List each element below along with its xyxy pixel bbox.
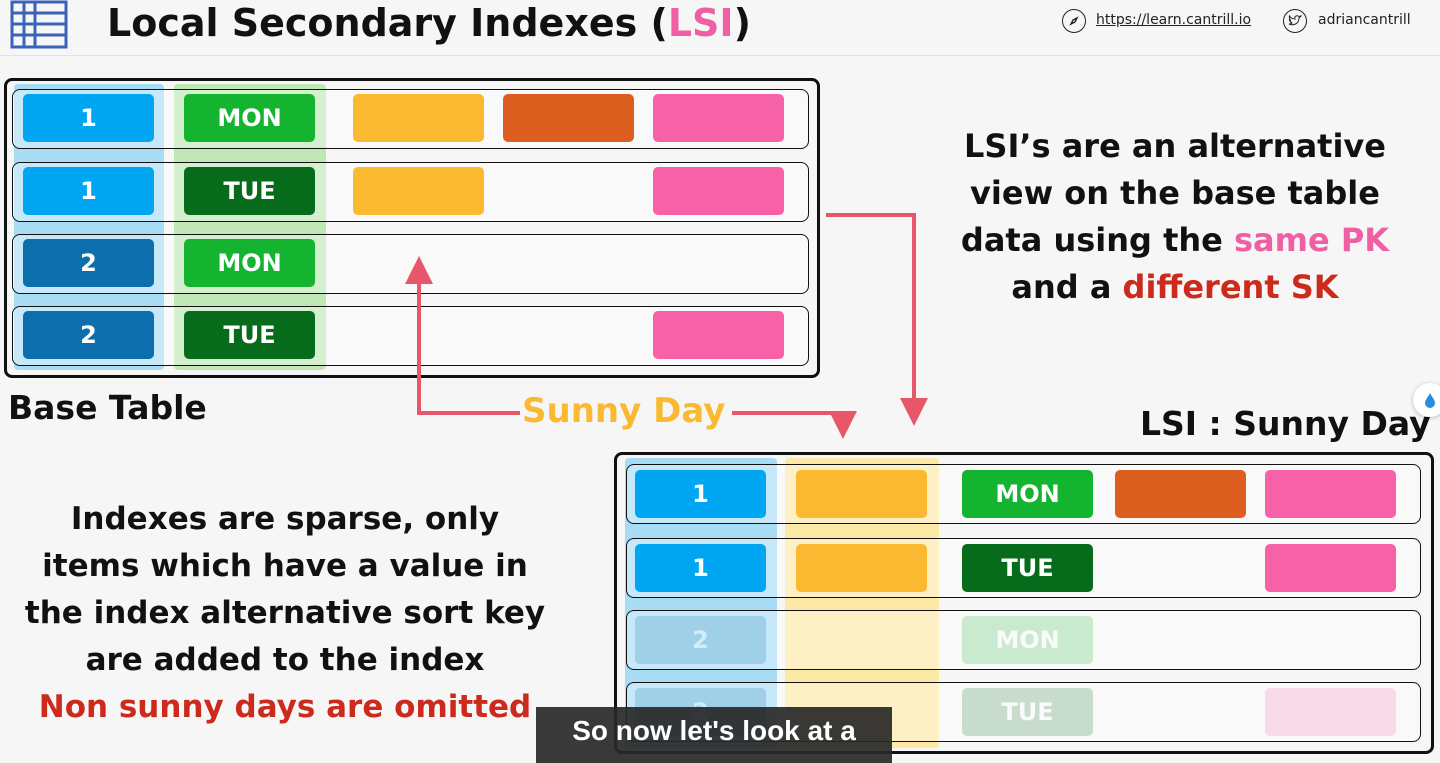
partition-key-cell: 1: [23, 167, 154, 215]
sparse-note: Indexes are sparse, only items which hav…: [20, 496, 550, 731]
lsi-table-label: LSI : Sunny Day: [1140, 404, 1431, 443]
compass-icon: [1062, 9, 1086, 33]
sort-key-cell: MON: [962, 616, 1093, 664]
arrow-to-lsi: [826, 213, 928, 426]
lsi-table-frame: [614, 452, 1434, 754]
attribute-cell-pink: [653, 167, 784, 215]
partition-key-cell: 2: [23, 239, 154, 287]
partition-key-cell: 2: [635, 616, 766, 664]
sparse-line-3: the index alternative sort key: [24, 595, 546, 631]
explanation-line-4: and a different SK: [1011, 268, 1339, 306]
header-divider: [0, 55, 1440, 56]
twitter-handle[interactable]: adriancantrill: [1318, 12, 1411, 28]
sparse-line-5: Non sunny days are omitted: [38, 689, 532, 725]
lsi-sort-key-cell: [796, 470, 927, 518]
page-title: Local Secondary Indexes (LSI): [107, 0, 751, 46]
explanation-line-2: view on the base table: [970, 174, 1380, 212]
title-accent: LSI: [667, 1, 734, 45]
title-prefix: Local Secondary Indexes (: [107, 1, 668, 45]
water-drop-icon: [1413, 383, 1440, 417]
sort-key-cell: MON: [184, 239, 315, 287]
attribute-cell-yellow: [353, 94, 484, 142]
lsi-sort-key-cell: [796, 544, 927, 592]
base-table-label: Base Table: [8, 388, 207, 427]
partition-key-cell: 2: [23, 311, 154, 359]
lsi-table-row: [626, 610, 1421, 670]
attribute-cell-pink: [1265, 470, 1396, 518]
caption-line-1: So now let's look at a: [572, 715, 856, 746]
title-suffix: ): [733, 1, 751, 45]
explanation-line-3: data using the same PK: [960, 221, 1390, 259]
partition-key-cell: 1: [635, 544, 766, 592]
explanation-line-1: LSI’s are an alternative: [964, 127, 1386, 165]
sparse-line-4: are added to the index: [85, 642, 485, 678]
twitter-icon: [1283, 9, 1307, 33]
sort-key-cell: MON: [962, 470, 1093, 518]
sparse-line-2: items which have a value in: [42, 548, 528, 584]
attribute-cell-pink: [1265, 688, 1396, 736]
base-table-frame: [4, 78, 820, 378]
partition-key-cell: 1: [23, 94, 154, 142]
attribute-cell-orange: [503, 94, 634, 142]
caption-line-2: different type of index: [536, 753, 892, 763]
sunny-day-label: Sunny Day: [522, 391, 726, 431]
sparse-line-1: Indexes are sparse, only: [70, 501, 500, 537]
sort-key-cell: MON: [184, 94, 315, 142]
attribute-cell-yellow: [353, 167, 484, 215]
attribute-cell-pink: [653, 311, 784, 359]
site-link[interactable]: https://learn.cantrill.io: [1096, 12, 1252, 28]
table-logo-icon: [10, 0, 68, 49]
attribute-cell-pink: [653, 94, 784, 142]
attribute-cell-orange: [1115, 470, 1246, 518]
partition-key-cell: 1: [635, 470, 766, 518]
video-caption: So now let's look at a different type of…: [536, 707, 892, 763]
sort-key-cell: TUE: [962, 688, 1093, 736]
sort-key-cell: TUE: [184, 167, 315, 215]
sort-key-cell: TUE: [962, 544, 1093, 592]
arrow-from-sunny-day: [405, 256, 857, 439]
lsi-explanation: LSI’s are an alternative view on the bas…: [955, 123, 1395, 311]
attribute-cell-pink: [1265, 544, 1396, 592]
sort-key-cell: TUE: [184, 311, 315, 359]
